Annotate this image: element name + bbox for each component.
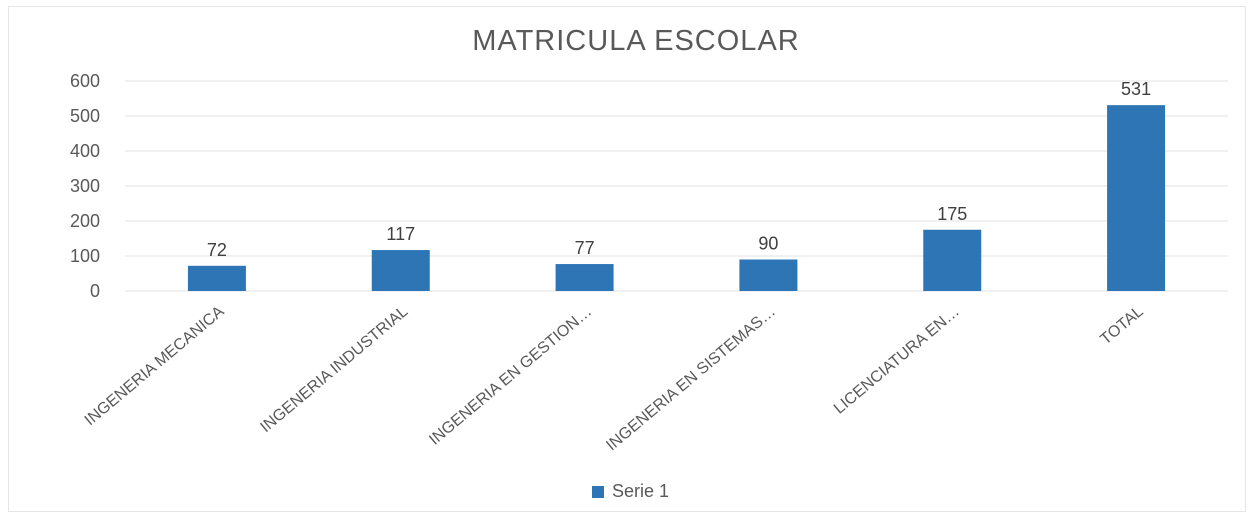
- chart-title: MATRICULA ESCOLAR: [472, 25, 799, 57]
- gridlines: [125, 80, 1228, 292]
- bar: [1107, 105, 1166, 292]
- x-tick-label: TOTAL: [1097, 303, 1146, 348]
- x-tick-label: INGENERIA INDUSTRIAL: [257, 303, 411, 436]
- bar: [371, 250, 430, 291]
- y-tick-label: 0: [90, 281, 100, 301]
- legend-label-serie-1: Serie 1: [612, 481, 669, 501]
- bar: [187, 265, 246, 291]
- y-tick-label: 600: [70, 71, 100, 91]
- data-label: 531: [1121, 79, 1151, 99]
- y-tick-label: 300: [70, 176, 100, 196]
- bar: [923, 229, 982, 291]
- x-tick-label: INGENERIA MECANICA: [82, 303, 228, 429]
- legend: Serie 1: [592, 481, 669, 501]
- data-label: 90: [758, 234, 778, 254]
- x-axis-categories: INGENERIA MECANICA INGENERIA INDUSTRIAL IN…: [82, 303, 1147, 455]
- y-tick-label: 100: [70, 246, 100, 266]
- y-tick-label: 500: [70, 106, 100, 126]
- chart-frame: [8, 6, 1246, 512]
- data-labels: 72 117 77 90 175 531: [207, 79, 1151, 260]
- y-tick-label: 400: [70, 141, 100, 161]
- x-tick-label: INGENERIA EN SISTEMAS…: [603, 303, 779, 454]
- data-label: 77: [575, 238, 595, 258]
- y-axis-ticks: 0 100 200 300 400 500 600: [70, 71, 100, 301]
- data-label: 72: [207, 240, 227, 260]
- data-label: 117: [386, 224, 415, 244]
- bars: [187, 105, 1166, 292]
- legend-swatch-serie-1: [592, 486, 604, 498]
- x-tick-label: INGENERIA EN GESTION…: [426, 303, 595, 449]
- data-label: 175: [937, 204, 967, 224]
- y-tick-label: 200: [70, 211, 100, 231]
- bar: [739, 259, 798, 291]
- bar: [555, 264, 614, 291]
- x-tick-label: LICENCIATURA EN…: [831, 303, 963, 418]
